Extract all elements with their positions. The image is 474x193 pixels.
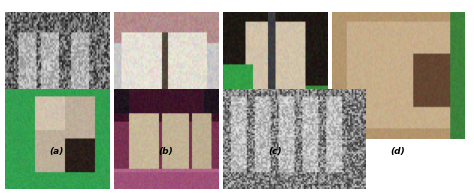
Text: (a): (a) [50, 147, 64, 156]
Text: (d): (d) [391, 147, 406, 156]
Text: (c): (c) [268, 147, 282, 156]
Text: (b): (b) [158, 147, 173, 156]
